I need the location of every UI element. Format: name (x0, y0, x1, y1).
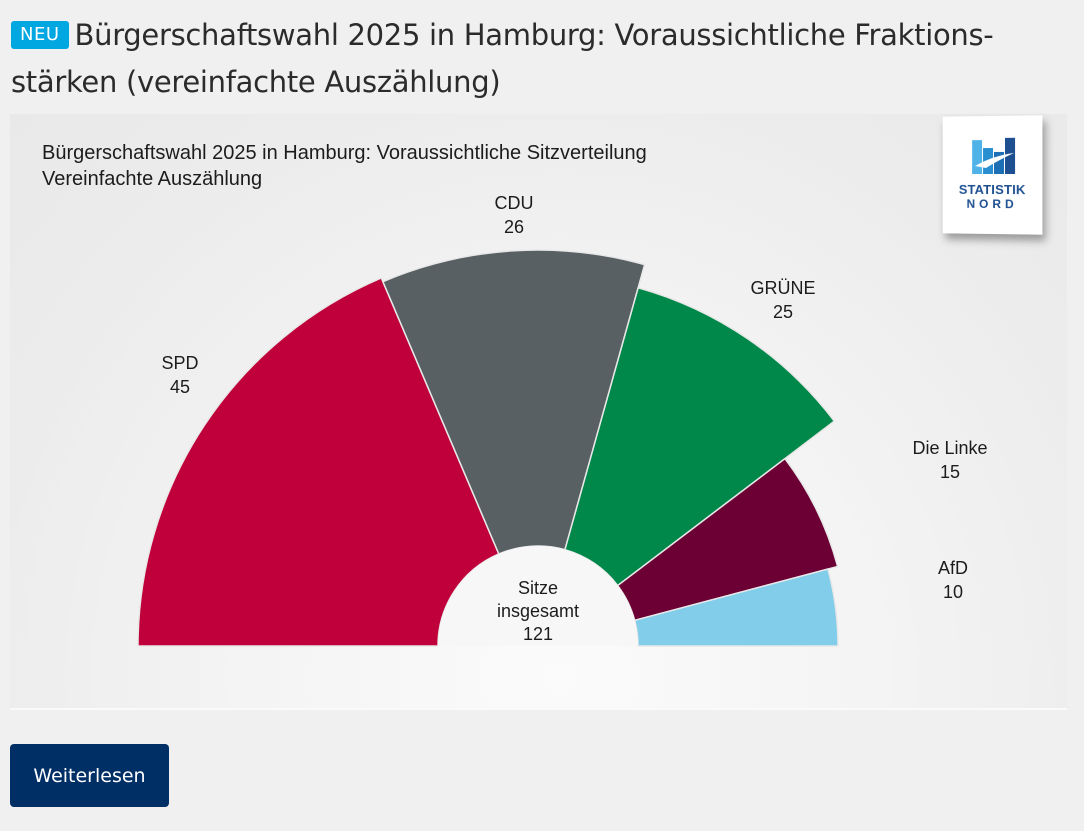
headline: NEU Bürgerschaftswahl 2025 in Hamburg: Vo… (11, 12, 1071, 106)
statistik-nord-logo: STATISTIK NORD (943, 115, 1043, 234)
chart-image: SPD 45 CDU 26 GRÜNE 25 Die Linke 15 AfD 10 Sitze in… (10, 114, 1067, 710)
label-die-linke: Die Linke (912, 438, 987, 458)
headline-title: Bürgerschaftswahl 2025 in Hamburg: Vorau… (11, 18, 993, 99)
label-afd: AfD (938, 558, 968, 578)
chart-title: Bürgerschaftswahl 2025 in Hamburg: Vorau… (42, 140, 647, 166)
value-grüne: 25 (773, 302, 793, 322)
center-label-line: Sitze (518, 578, 558, 598)
value-cdu: 26 (504, 217, 524, 237)
new-badge: NEU (11, 21, 69, 49)
parliament-chart: SPD 45 CDU 26 GRÜNE 25 Die Linke 15 AfD 10 Sitze in… (10, 114, 1067, 708)
chart-title-block: Bürgerschaftswahl 2025 in Hamburg: Vorau… (42, 140, 647, 192)
read-more-button[interactable]: Weiterlesen (10, 744, 169, 807)
value-afd: 10 (943, 582, 963, 602)
logo-text-statistik: STATISTIK (943, 182, 1043, 197)
chart-subtitle: Vereinfachte Auszählung (42, 166, 647, 192)
value-spd: 45 (170, 377, 190, 397)
label-spd: SPD (161, 353, 198, 373)
label-cdu: CDU (495, 193, 534, 213)
logo-text-nord: NORD (943, 197, 1043, 212)
center-label-line: insgesamt (497, 601, 579, 621)
center-label-line: 121 (523, 624, 553, 644)
label-grüne: GRÜNE (750, 278, 815, 298)
value-die-linke: 15 (940, 462, 960, 482)
bar-chart-logo-icon (943, 115, 1043, 180)
